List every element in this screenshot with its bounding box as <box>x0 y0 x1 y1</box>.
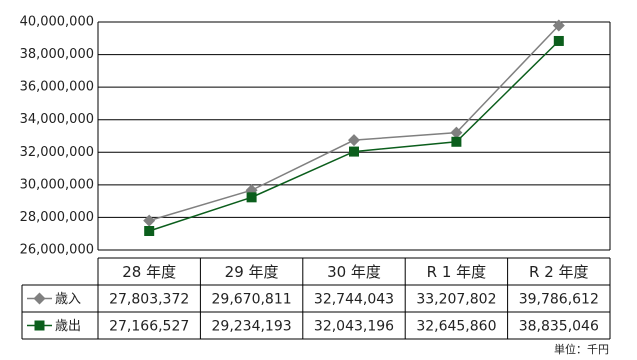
table-value: 27,803,372 <box>109 292 189 308</box>
x-tick-label: R 1 年度 <box>427 263 487 281</box>
data-point <box>552 19 565 32</box>
y-tick-label: 40,000,000 <box>20 15 94 30</box>
x-tick-label: 29 年度 <box>225 263 279 281</box>
x-tick-label: 30 年度 <box>327 263 381 281</box>
data-point <box>451 136 462 147</box>
y-tick-label: 28,000,000 <box>20 210 94 225</box>
y-tick-label: 34,000,000 <box>20 112 94 127</box>
y-tick-label: 30,000,000 <box>20 177 94 192</box>
y-tick-label: 26,000,000 <box>20 243 94 258</box>
y-tick-label: 32,000,000 <box>20 145 94 160</box>
unit-note: 単位：千円 <box>554 342 609 356</box>
legend-marker <box>34 320 45 331</box>
data-point <box>553 35 564 46</box>
table-value: 32,744,043 <box>314 292 394 308</box>
table-value: 29,234,193 <box>212 319 292 335</box>
table-value: 33,207,802 <box>416 292 496 308</box>
table-value: 32,043,196 <box>314 319 394 335</box>
table-value: 32,645,860 <box>416 319 496 335</box>
data-point <box>349 146 359 157</box>
legend-label: 歳出 <box>55 319 81 334</box>
data-point <box>246 192 257 203</box>
table-value: 29,670,811 <box>212 292 292 308</box>
x-tick-label: 28 年度 <box>122 263 176 281</box>
table-value: 38,835,046 <box>519 319 599 335</box>
table-value: 27,166,527 <box>109 319 189 335</box>
legend-marker <box>33 292 46 305</box>
data-point <box>144 226 155 237</box>
data-point <box>450 126 463 139</box>
data-point <box>348 134 360 147</box>
y-tick-label: 38,000,000 <box>20 47 94 62</box>
x-tick-label: R 2 年度 <box>529 263 589 281</box>
legend-label: 歳入 <box>55 292 81 307</box>
data-point <box>143 214 156 227</box>
y-tick-label: 36,000,000 <box>20 80 94 95</box>
table-value: 39,786,612 <box>519 292 599 308</box>
